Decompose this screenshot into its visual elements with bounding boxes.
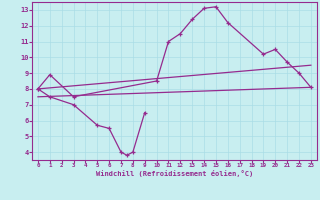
X-axis label: Windchill (Refroidissement éolien,°C): Windchill (Refroidissement éolien,°C) bbox=[96, 170, 253, 177]
